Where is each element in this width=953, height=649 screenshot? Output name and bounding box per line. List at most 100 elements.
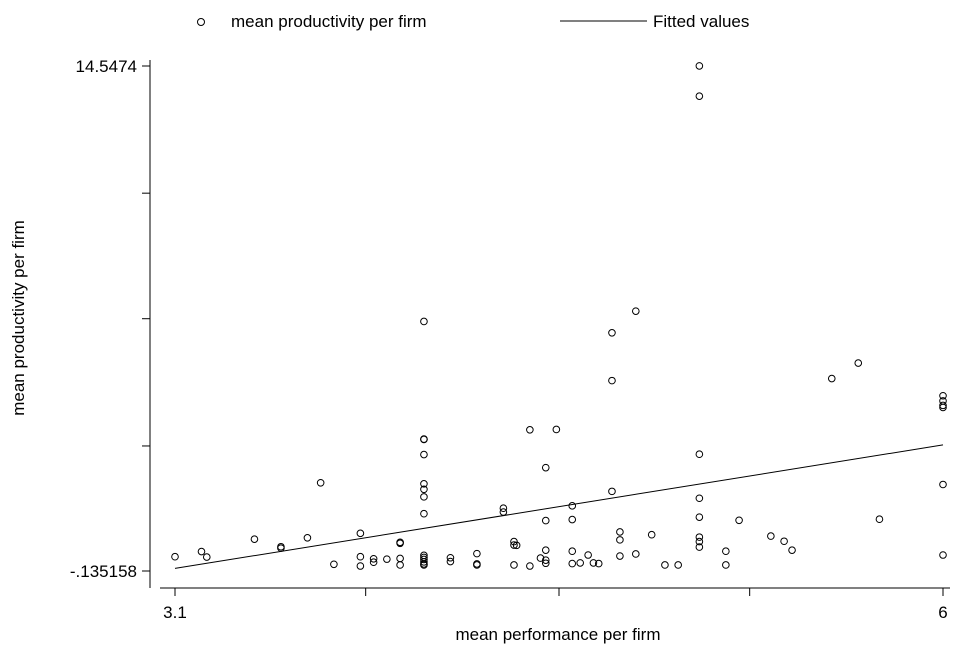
- x-tick-label: 6: [938, 603, 947, 622]
- data-point: [303, 534, 312, 542]
- x-tick-label: 3.1: [163, 603, 187, 622]
- data-point: [330, 560, 338, 569]
- data-point: [541, 546, 550, 554]
- data-point: [568, 515, 577, 524]
- data-point: [608, 487, 616, 496]
- data-point: [396, 554, 404, 563]
- data-point: [420, 480, 428, 488]
- data-point: [316, 478, 325, 487]
- data-point: [510, 541, 518, 549]
- data-point: [695, 543, 704, 551]
- data-point: [202, 553, 211, 561]
- data-point: [827, 374, 836, 383]
- data-point: [356, 552, 365, 561]
- data-point: [250, 535, 259, 543]
- data-point: [420, 493, 428, 501]
- data-point: [939, 401, 947, 410]
- data-point: [510, 537, 518, 546]
- data-point: [568, 547, 577, 556]
- data-point: [568, 502, 577, 510]
- data-point: [674, 561, 682, 569]
- data-point: [277, 542, 285, 551]
- data-point: [695, 537, 704, 546]
- data-point: [608, 329, 616, 337]
- data-point: [695, 92, 704, 100]
- data-point: [875, 515, 884, 524]
- data-point: [722, 561, 730, 569]
- y-tick-label: -.135158: [70, 562, 137, 581]
- data-point: [512, 541, 521, 550]
- data-point: [420, 558, 428, 566]
- data-point: [473, 549, 481, 558]
- x-axis: 3.1 6 mean performance per firm: [160, 587, 950, 644]
- data-point: [695, 494, 704, 503]
- data-point: [939, 551, 947, 559]
- data-point: [788, 546, 796, 554]
- data-point: [369, 558, 378, 567]
- data-point: [446, 553, 455, 562]
- legend: mean productivity per firm Fitted values: [197, 12, 749, 31]
- data-point: [541, 556, 550, 564]
- data-point: [536, 554, 545, 562]
- x-axis-label: mean performance per firm: [455, 625, 660, 644]
- data-point: [526, 426, 534, 434]
- data-point: [420, 561, 428, 569]
- plot-area: [171, 62, 947, 570]
- data-point: [526, 562, 534, 570]
- data-point: [197, 547, 206, 556]
- data-point: [695, 450, 704, 459]
- data-point: [616, 528, 624, 536]
- data-point: [632, 550, 640, 558]
- data-point: [568, 559, 577, 568]
- data-point: [854, 359, 863, 367]
- y-axis-label: mean productivity per firm: [9, 220, 28, 416]
- legend-marker-scatter: [197, 18, 205, 26]
- data-point: [356, 562, 365, 570]
- data-point: [420, 485, 428, 494]
- data-point: [616, 552, 624, 560]
- data-point: [396, 561, 404, 569]
- data-point: [616, 536, 624, 544]
- data-point: [695, 533, 704, 541]
- data-point: [576, 559, 584, 567]
- data-point: [661, 561, 669, 569]
- data-point: [780, 537, 788, 546]
- legend-label-scatter: mean productivity per firm: [231, 12, 427, 31]
- data-point: [499, 504, 508, 513]
- data-point: [939, 403, 947, 412]
- data-point: [396, 538, 404, 547]
- data-point: [446, 557, 455, 566]
- data-point: [722, 547, 730, 556]
- data-point: [647, 530, 656, 539]
- data-point: [939, 480, 947, 489]
- data-point: [383, 555, 391, 563]
- data-point: [473, 561, 481, 569]
- data-point: [594, 559, 603, 568]
- data-point: [171, 552, 179, 561]
- data-point: [939, 391, 947, 400]
- data-point: [632, 307, 640, 315]
- data-point: [541, 559, 550, 568]
- data-point: [420, 509, 428, 518]
- data-point: [767, 532, 775, 540]
- y-axis: 14.5474 -.135158 mean productivity per fi…: [9, 57, 151, 588]
- data-point: [541, 463, 550, 472]
- data-point: [510, 561, 518, 569]
- data-point: [695, 62, 704, 70]
- data-point: [420, 435, 428, 444]
- data-point: [584, 551, 592, 559]
- data-point: [420, 450, 428, 459]
- data-point: [356, 529, 365, 538]
- data-point: [541, 516, 550, 525]
- data-point: [735, 516, 743, 525]
- data-point: [420, 555, 428, 564]
- data-point: [552, 425, 561, 434]
- data-point: [589, 559, 598, 567]
- data-point: [420, 317, 428, 326]
- fitted-line: [174, 444, 944, 569]
- data-point: [369, 554, 378, 563]
- data-point: [695, 513, 704, 521]
- legend-label-fitted: Fitted values: [653, 12, 749, 31]
- y-tick-label: 14.5474: [76, 57, 137, 76]
